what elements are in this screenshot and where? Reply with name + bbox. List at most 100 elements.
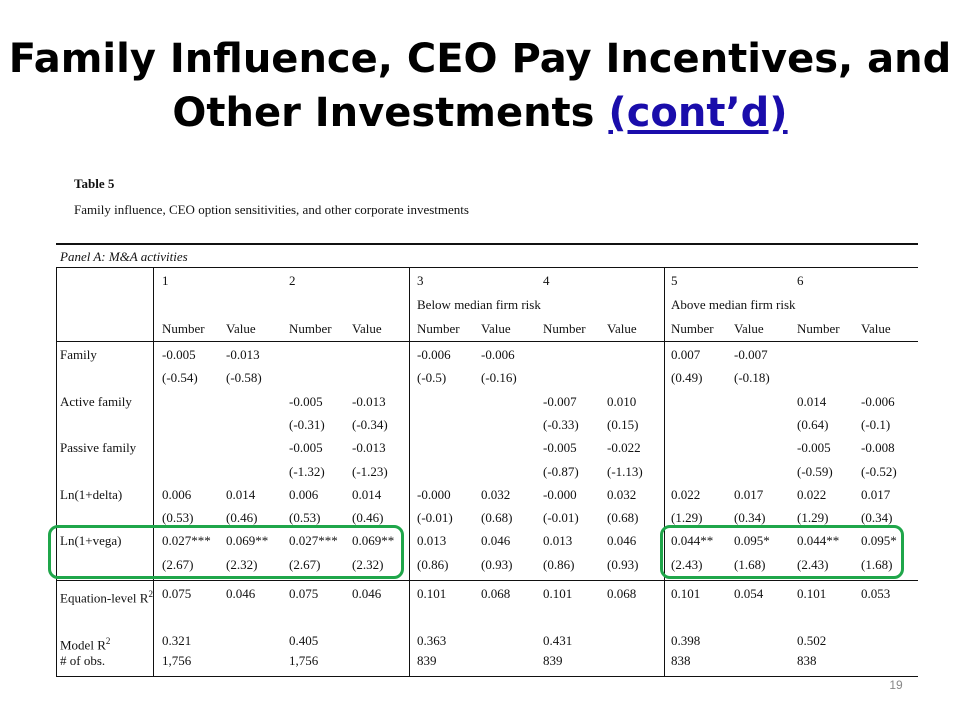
stub-rule <box>153 267 154 676</box>
column-subheader: Number <box>162 321 205 336</box>
table-cell: (1.29) <box>671 510 703 525</box>
table-cell: (1.68) <box>861 557 893 572</box>
table-cell: 839 <box>543 653 563 668</box>
table-cell: (0.46) <box>226 510 258 525</box>
table-cell: -0.007 <box>734 347 768 362</box>
table-cell: 0.095* <box>734 533 770 548</box>
table-cell: 1,756 <box>289 653 319 668</box>
table-cell: (0.93) <box>607 557 639 572</box>
table-cell: 0.022 <box>671 487 701 502</box>
table-cell: 0.044** <box>797 533 840 548</box>
table-cell: 0.027*** <box>162 533 211 548</box>
table-cell: 0.053 <box>861 586 891 601</box>
table-cell: 0.054 <box>734 586 764 601</box>
table-cell: -0.005 <box>289 394 323 409</box>
column-subheader: Value <box>226 321 256 336</box>
table-cell: 0.046 <box>481 533 511 548</box>
table-cell: (2.32) <box>352 557 384 572</box>
table-cell: (-0.58) <box>226 370 262 385</box>
table-cell: (2.67) <box>289 557 321 572</box>
title-main: Family Influence, CEO Pay Incentives, an… <box>8 36 952 136</box>
table-cell: 839 <box>417 653 437 668</box>
table-cell: -0.007 <box>543 394 577 409</box>
table-cell: (0.86) <box>417 557 449 572</box>
table-cell: (0.46) <box>352 510 384 525</box>
table-cell: (2.67) <box>162 557 194 572</box>
table-cell: (2.32) <box>226 557 258 572</box>
table-cell: 0.321 <box>162 633 192 648</box>
table-cell: 0.022 <box>797 487 827 502</box>
page-number: 19 <box>889 678 903 692</box>
table-cell: 0.017 <box>861 487 891 502</box>
group-rule-2 <box>664 267 665 676</box>
table-cell: 0.075 <box>162 586 192 601</box>
slide-title: Family Influence, CEO Pay Incentives, an… <box>0 32 960 140</box>
table-cell: 0.032 <box>607 487 637 502</box>
table-cell: (2.43) <box>797 557 829 572</box>
table-cell: (-1.13) <box>607 464 643 479</box>
table-cell: -0.006 <box>417 347 451 362</box>
table-cell: 0.013 <box>543 533 573 548</box>
table-cell: -0.000 <box>543 487 577 502</box>
table-cell: -0.005 <box>543 440 577 455</box>
table-cell: 0.502 <box>797 633 827 648</box>
table-cell: 0.017 <box>734 487 764 502</box>
table-cell: (-0.34) <box>352 417 388 432</box>
table-cell: (-0.1) <box>861 417 891 432</box>
column-number: 2 <box>289 273 296 288</box>
table-cell: (-0.59) <box>797 464 833 479</box>
table-cell: (-0.5) <box>417 370 447 385</box>
group-label-above-median: Above median firm risk <box>671 297 796 312</box>
row-label-obs: # of obs. <box>60 653 106 668</box>
table-cell: 0.014 <box>352 487 382 502</box>
table-cell: 0.027*** <box>289 533 338 548</box>
table-cell: -0.022 <box>607 440 641 455</box>
table-cell: 0.101 <box>671 586 701 601</box>
column-subheader: Number <box>289 321 332 336</box>
table-cell: 0.363 <box>417 633 447 648</box>
table-cell: 0.006 <box>162 487 192 502</box>
column-subheader: Number <box>543 321 586 336</box>
table-cell: (-1.23) <box>352 464 388 479</box>
group-rule-1 <box>409 267 410 676</box>
row-label: Ln(1+vega) <box>60 533 122 548</box>
row-label: Passive family <box>60 440 137 455</box>
row-label: Active family <box>60 394 132 409</box>
table-cell: 0.068 <box>607 586 637 601</box>
table-cell: -0.006 <box>861 394 895 409</box>
left-rule <box>56 267 57 676</box>
table-cell: 0.044** <box>671 533 714 548</box>
table-cell: -0.005 <box>289 440 323 455</box>
table-bottom-rule <box>56 676 918 677</box>
table-cell: 0.101 <box>417 586 447 601</box>
table-cell: (0.15) <box>607 417 639 432</box>
row-label: Ln(1+delta) <box>60 487 123 502</box>
table-cell: 0.013 <box>417 533 447 548</box>
table-cell: 0.007 <box>671 347 701 362</box>
body-bottom-rule <box>56 580 918 581</box>
table-cell: (1.29) <box>797 510 829 525</box>
table-cell: 0.095* <box>861 533 897 548</box>
table-cell: -0.000 <box>417 487 451 502</box>
table-cell: (-0.01) <box>417 510 453 525</box>
table-cell: -0.013 <box>352 440 386 455</box>
table-cell: (0.34) <box>734 510 766 525</box>
table-cell: (-1.32) <box>289 464 325 479</box>
table-cell: 838 <box>797 653 817 668</box>
table-cell: (-0.31) <box>289 417 325 432</box>
column-subheader: Number <box>671 321 714 336</box>
table-cell: 1,756 <box>162 653 192 668</box>
table-cell: 0.014 <box>797 394 827 409</box>
table-cell: 0.010 <box>607 394 637 409</box>
column-subheader: Number <box>797 321 840 336</box>
column-subheader: Number <box>417 321 460 336</box>
table-cell: 0.069** <box>226 533 269 548</box>
column-subheader: Value <box>481 321 511 336</box>
table-cell: 0.046 <box>352 586 382 601</box>
column-subheader: Value <box>734 321 764 336</box>
table-cell: (0.34) <box>861 510 893 525</box>
title-cont-link[interactable]: (cont’d) <box>608 90 788 136</box>
table-label: Table 5 <box>74 176 115 191</box>
model-r2-text: Model R <box>60 637 106 653</box>
table-cell: -0.005 <box>797 440 831 455</box>
